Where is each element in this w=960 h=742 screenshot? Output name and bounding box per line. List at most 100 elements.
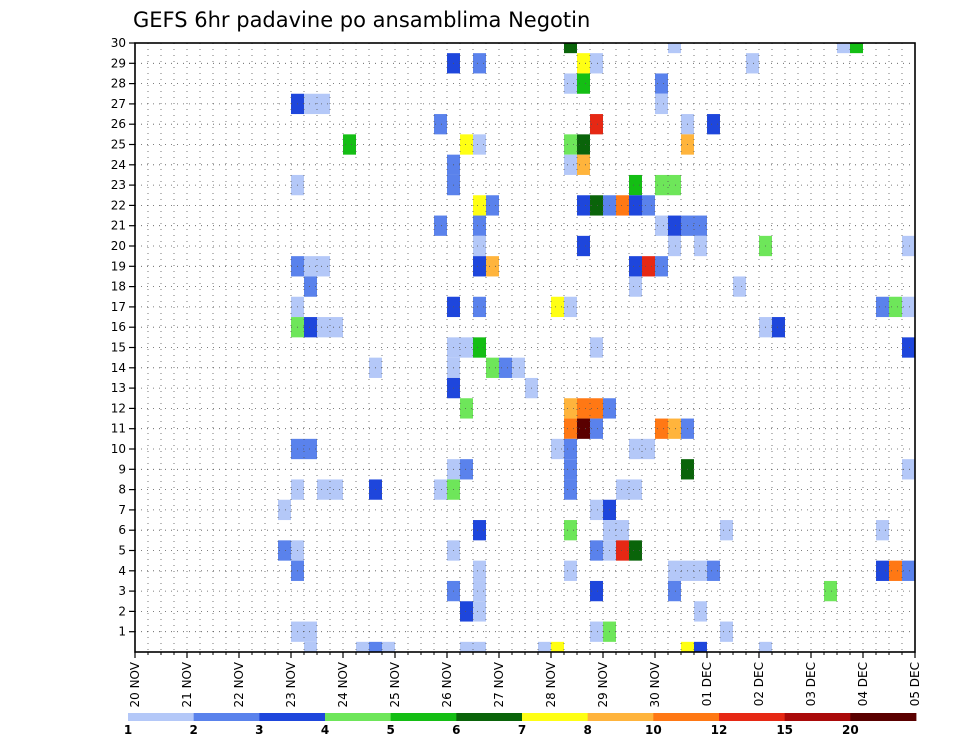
heatmap-cell (317, 479, 330, 500)
heatmap-cell (655, 215, 668, 236)
heatmap-cell (460, 337, 473, 358)
x-tick-label: 23 NOV (284, 661, 298, 707)
y-tick-label: 8 (118, 483, 126, 497)
heatmap-cell (902, 337, 915, 358)
colorbar-swatch (719, 713, 786, 721)
x-tick-label: 30 NOV (648, 661, 662, 707)
heatmap-cell (577, 195, 590, 216)
x-tick-label: 26 NOV (440, 661, 454, 707)
x-tick-label: 02 DEC (752, 662, 766, 706)
heatmap-cell (590, 53, 603, 74)
y-tick-label: 30 (111, 36, 126, 50)
heatmap-cell (694, 235, 707, 257)
heatmap-cell (668, 418, 681, 439)
y-tick-label: 17 (111, 300, 126, 314)
heatmap-cell (668, 235, 681, 257)
heatmap-cell (733, 276, 746, 297)
heatmap-cell (577, 418, 590, 439)
heatmap-cell (278, 540, 291, 561)
heatmap-cell (746, 53, 759, 74)
heatmap-cell (473, 337, 486, 358)
y-tick-label: 1 (118, 625, 126, 639)
heatmap-cell (473, 195, 486, 216)
y-tick-label: 29 (111, 56, 126, 70)
heatmap-cell (694, 215, 707, 236)
heatmap-cell (889, 296, 902, 318)
y-tick-label: 16 (111, 320, 126, 334)
x-tick-label: 05 DEC (908, 662, 922, 706)
colorbar-swatch (587, 713, 654, 721)
heatmap-cell (304, 438, 317, 460)
heatmap-cell (720, 621, 733, 642)
heatmap-cell (473, 256, 486, 277)
heatmap-cell (590, 114, 603, 135)
heatmap-cell (616, 520, 629, 541)
heatmap-cell (486, 256, 499, 277)
x-tick-label: 21 NOV (180, 661, 194, 707)
colorbar-label: 7 (518, 723, 526, 737)
heatmap-cell (382, 641, 395, 652)
heatmap-cell (668, 174, 681, 196)
heatmap-cell (304, 93, 317, 115)
heatmap-cell (707, 114, 720, 135)
heatmap-cell (902, 235, 915, 257)
colorbar-swatch (325, 713, 392, 721)
heatmap-cell (590, 499, 603, 521)
y-axis: 1234567891011121314151617181920212223242… (111, 36, 135, 639)
colorbar-label: 12 (711, 723, 728, 737)
heatmap-cell (473, 53, 486, 74)
y-tick-label: 11 (111, 422, 126, 436)
y-tick-label: 7 (118, 503, 126, 517)
heatmap-cell (473, 560, 486, 581)
heatmap-cell (564, 418, 577, 439)
heatmap-cell (590, 195, 603, 216)
y-tick-label: 6 (118, 523, 126, 537)
heatmap-cell (668, 580, 681, 602)
heatmap-cell (642, 256, 655, 277)
heatmap-cell (460, 398, 473, 419)
heatmap-cell (590, 540, 603, 561)
x-tick-label: 27 NOV (492, 661, 506, 707)
y-tick-label: 19 (111, 259, 126, 273)
heatmap-cell (772, 317, 785, 338)
colorbar-swatch (259, 713, 326, 721)
heatmap-cell (460, 601, 473, 622)
y-tick-label: 28 (111, 77, 126, 91)
colorbar-label: 15 (776, 723, 793, 737)
y-tick-label: 5 (118, 544, 126, 558)
x-tick-label: 28 NOV (544, 661, 558, 707)
x-tick-label: 25 NOV (388, 661, 402, 707)
heatmap-cell (590, 621, 603, 642)
x-tick-label: 03 DEC (804, 662, 818, 706)
heatmap-cell (590, 337, 603, 358)
heatmap-cell (564, 73, 577, 94)
y-tick-label: 10 (111, 442, 126, 456)
heatmap-cell (460, 459, 473, 480)
heatmap-cell (694, 601, 707, 622)
heatmap-cell (616, 195, 629, 216)
heatmap-cell (460, 641, 473, 652)
y-tick-label: 3 (118, 584, 126, 598)
heatmap-cell (577, 235, 590, 257)
heatmap-cell (577, 73, 590, 94)
heatmap-cell (317, 256, 330, 277)
heatmap-cell (317, 93, 330, 115)
colorbar-label: 10 (645, 723, 662, 737)
heatmap-cell (564, 520, 577, 541)
heatmap-cell (473, 520, 486, 541)
heatmap-cell (564, 154, 577, 175)
x-tick-label: 29 NOV (596, 661, 610, 707)
y-tick-label: 24 (111, 158, 126, 172)
chart-title: GEFS 6hr padavine po ansamblima Negotin (133, 8, 590, 32)
heatmap-cell (889, 560, 902, 581)
heatmap-cell (577, 398, 590, 419)
heatmap-cell (629, 195, 642, 216)
heatmap-cell (837, 43, 850, 54)
heatmap-cell (499, 357, 512, 378)
heatmap-cell (330, 317, 343, 338)
colorbar-label: 20 (842, 723, 859, 737)
heatmap-cell (629, 479, 642, 500)
heatmap-cell (564, 438, 577, 460)
heatmap-cell (551, 641, 564, 652)
